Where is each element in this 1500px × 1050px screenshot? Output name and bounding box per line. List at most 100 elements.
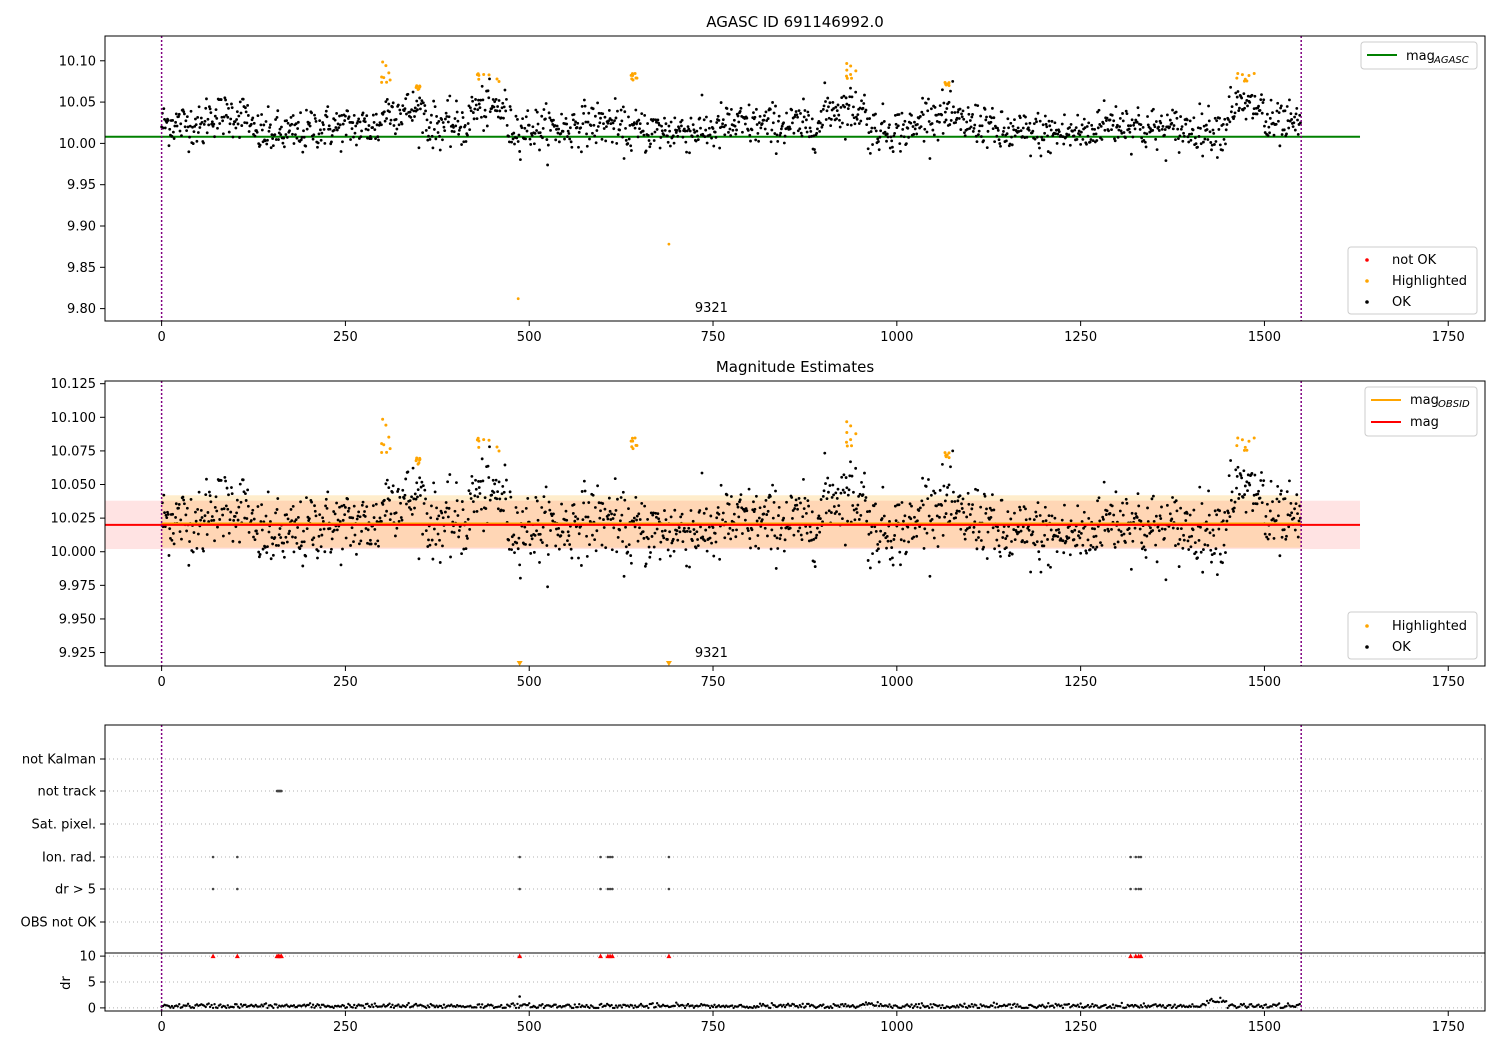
data-point-ok [624,525,627,529]
data-point-ok [372,516,376,519]
data-point-ok [1243,484,1247,488]
data-point-ok [501,101,505,105]
data-point-ok [1184,519,1188,522]
x-tick-label: 0 [157,675,165,690]
dr-point [400,1005,403,1009]
data-point-ok [1160,127,1164,131]
data-point-ok [508,490,512,494]
data-point-ok [185,506,189,510]
data-point-ok [816,526,819,530]
data-point-ok [790,108,794,112]
data-point-ok [582,111,586,115]
data-point-ok [1100,138,1104,141]
data-point-ok [877,148,881,152]
data-point-ok [803,109,807,112]
data-point-ok [265,142,269,146]
flag-point [667,855,671,859]
data-point-ok [198,126,202,129]
dr-point [766,1004,769,1007]
data-point-ok [1035,515,1038,518]
data-point-ok [913,120,916,124]
dr-point [792,1003,796,1006]
data-point-ok [760,518,764,522]
data-point-ok [797,109,801,113]
data-point-ok [780,124,784,128]
data-point-ok [868,566,872,570]
data-point-ok [203,514,207,518]
data-point-ok [922,546,926,550]
data-point-ok [943,499,947,503]
data-point-ok [801,120,805,124]
x-tick-label: 250 [333,675,358,690]
y-tick-label: 10.00 [59,137,96,152]
data-point-ok [702,118,706,122]
data-point-ok [437,514,441,518]
data-point-ok [166,119,170,122]
data-point-ok [1043,533,1047,537]
data-point-ok [772,500,776,504]
data-point-ok [338,505,341,509]
data-point-ok [465,534,469,538]
data-point-ok [1280,535,1284,539]
data-point-highlighted [418,84,422,88]
data-point-ok [307,121,311,125]
data-point-ok [902,123,905,127]
data-point-ok [1038,557,1041,561]
data-point-ok [235,511,239,515]
data-point-ok [821,123,824,127]
data-point-ok [656,118,660,122]
data-point-ok [974,487,977,491]
data-point-ok [352,135,355,139]
data-point-ok [1255,112,1259,116]
data-point-ok [1092,132,1096,136]
data-point-ok [525,129,529,133]
data-point-ok [445,506,449,510]
dr-point [1138,1006,1141,1009]
data-point-ok [820,125,824,129]
data-point-ok [757,546,761,550]
data-point-ok [236,122,240,126]
data-point-ok [555,527,558,531]
dr-point [285,1003,288,1006]
data-point-ok [418,96,422,100]
data-point-ok [906,525,910,529]
data-point-ok [266,105,270,109]
data-point-ok [1260,111,1264,115]
flag-row-label: OBS not OK [21,916,97,931]
data-point-ok [1185,118,1189,122]
data-point-ok [818,517,822,520]
dr-point [388,1002,391,1005]
data-point-ok [699,525,702,529]
data-point-ok [1054,528,1058,532]
data-point-ok [337,126,341,130]
data-point-ok [435,115,438,118]
data-point-ok [1177,542,1180,546]
data-point-ok [285,540,289,544]
data-point-ok [569,547,573,551]
x-tick-label: 500 [517,330,542,345]
data-point-ok [758,506,762,510]
data-point-ok [873,126,877,130]
data-point-ok [954,511,958,515]
data-point-ok [434,137,438,141]
data-point-ok [1295,493,1299,497]
data-point-ok [1047,514,1051,517]
data-point-ok [480,507,483,511]
data-point-ok [672,549,676,553]
data-point-ok [487,96,491,100]
data-point-ok [294,122,298,126]
data-point-ok [524,506,528,510]
data-point-ok [1152,107,1155,111]
data-point-ok [1279,492,1283,496]
data-point-ok [284,133,288,136]
data-point-ok [474,103,478,107]
data-point-ok [998,550,1002,554]
data-point-ok [1293,507,1296,511]
data-point-ok [419,485,423,489]
data-point-ok [1131,135,1135,139]
data-point-ok [333,118,337,122]
dr-point [911,1006,915,1010]
data-point-ok [922,139,926,143]
data-point-ok [737,515,741,519]
data-point-ok [795,113,799,117]
